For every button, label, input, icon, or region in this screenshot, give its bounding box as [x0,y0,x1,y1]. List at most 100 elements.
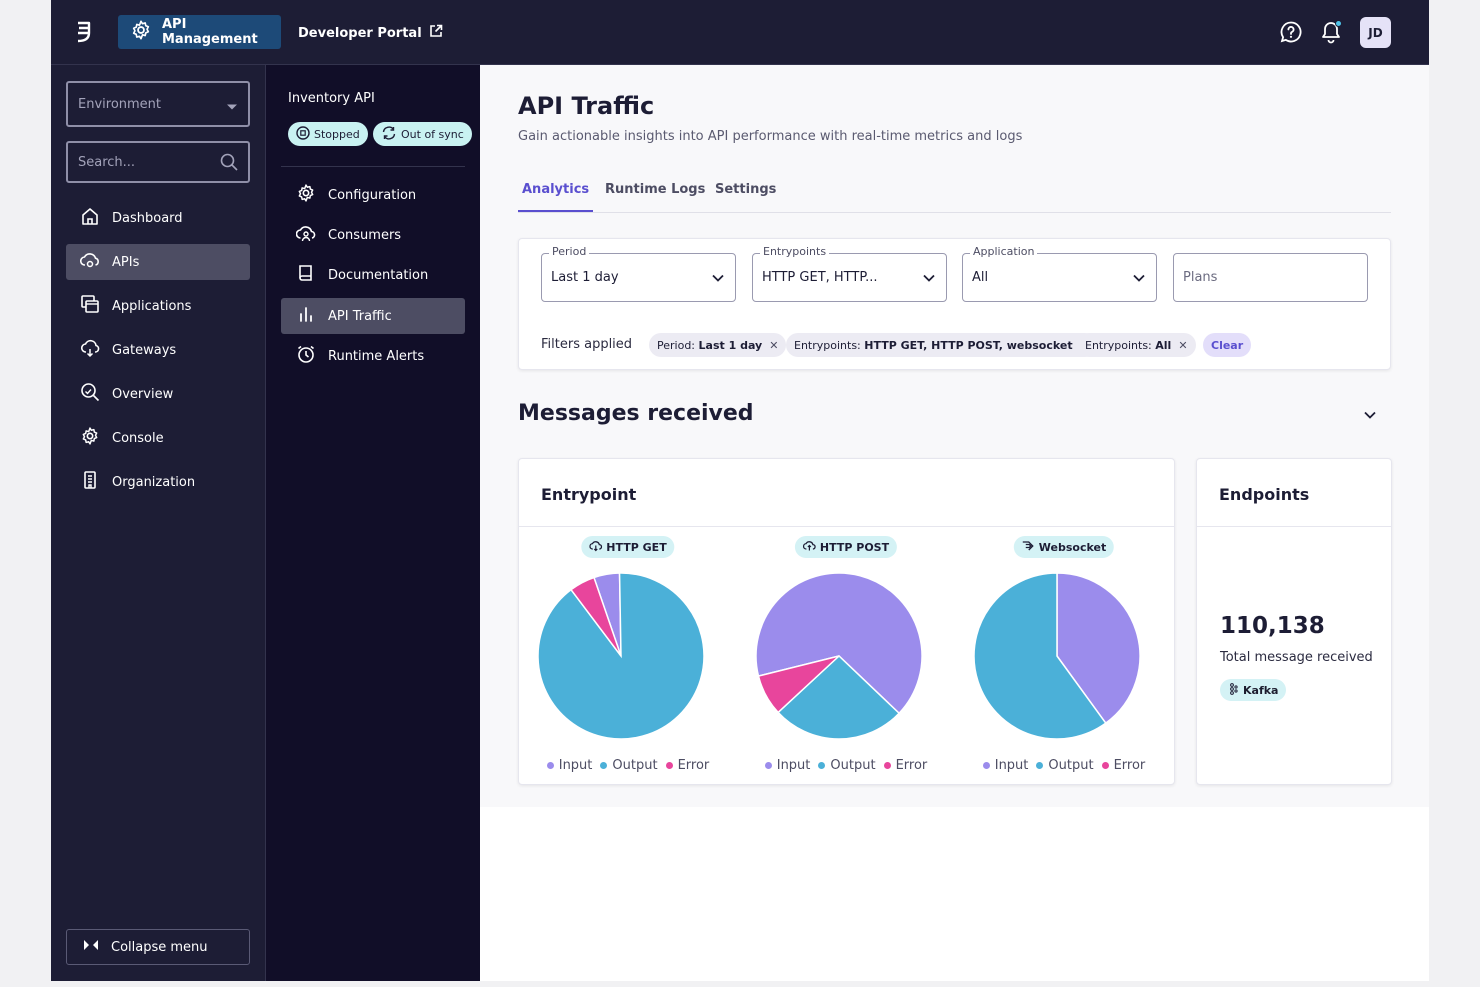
chip-key: Entrypoints: [1085,338,1152,352]
sidebar-item-console[interactable]: Console [66,420,250,456]
subnav-item-configuration[interactable]: Configuration [281,177,465,213]
legend-dot [665,762,673,769]
legend-dot [1101,762,1109,769]
total-messages-label: Total message received [1220,650,1373,665]
chevron-down-icon[interactable] [1362,407,1378,427]
plans-select[interactable]: Plans [1173,253,1368,302]
app-window: API Management Developer Portal JD Envir… [51,0,1429,981]
search-input[interactable]: Search... [66,141,250,183]
sidebar-item-label: Organization [112,474,196,490]
websocket-icon [1022,540,1039,555]
application-label: Application [970,245,1038,258]
endpoints-card: Endpoints 110,138 Total message received… [1196,458,1392,785]
filter-chip-period[interactable]: Period: Last 1 day ✕ [649,333,787,357]
legend-label: Input [994,758,1029,773]
sidebar-item-apis[interactable]: APIs [66,244,250,280]
legend-dot [883,762,891,769]
divider [1197,526,1391,527]
logo-icon[interactable] [73,20,95,44]
pie-slice-output[interactable] [973,572,1107,740]
subnav-item-runtime-alerts[interactable]: Runtime Alerts [281,338,465,374]
divider [519,526,1174,527]
tab-settings[interactable]: Settings [715,182,777,197]
sidebar-item-organization[interactable]: Organization [66,464,250,500]
pie-panel-http-get: HTTP GET Input Output Error [519,536,737,781]
apis-icon [79,250,112,274]
pie-slice-error[interactable] [569,576,622,657]
entrypoints-label: Entrypoints [760,245,830,258]
api-management-button[interactable]: API Management [118,15,281,49]
legend-item-error: Error [665,758,710,773]
sidebar-item-label: Overview [112,386,174,402]
sidebar-item-gateways[interactable]: Gateways [66,332,250,368]
pie-slice-input[interactable] [1056,572,1141,725]
sidebar-item-label: APIs [112,254,140,270]
legend-item-input: Input [764,758,810,773]
tab-bar: Analytics Runtime Logs Settings [518,177,1391,213]
legend-item-input: Input [546,758,592,773]
legend-item-input: Input [982,758,1029,773]
chip-value: Last 1 day [698,338,763,352]
sidebar-item-applications[interactable]: Applications [66,288,250,324]
pie-slice-error[interactable] [757,655,840,714]
gear-icon [296,183,328,207]
subnav-item-documentation[interactable]: Documentation [281,257,465,293]
period-label: Period [549,245,590,258]
subnav-item-consumers[interactable]: Consumers [281,217,465,253]
gateways-icon [80,338,112,362]
legend-dot [818,762,826,769]
clear-filters-button[interactable]: Clear [1203,333,1252,357]
sidebar-item-label: Applications [112,298,192,314]
collapse-menu-button[interactable]: Collapse menu [66,929,250,965]
subnav-item-label: API Traffic [328,308,392,324]
close-icon[interactable]: ✕ [1178,338,1188,352]
page-subtitle: Gain actionable insights into API perfor… [518,129,1023,144]
organization-icon [80,470,112,494]
period-select[interactable]: Period Last 1 day [541,245,736,302]
entrypoint-badge-http-get: HTTP GET [581,536,675,558]
bell-icon[interactable] [1317,18,1345,46]
period-value: Last 1 day [551,270,619,285]
pie-slice-input[interactable] [755,572,923,715]
subnav-item-label: Configuration [328,187,417,203]
subnav-item-label: Runtime Alerts [328,348,425,364]
tab-analytics[interactable]: Analytics [518,182,594,212]
application-select[interactable]: Application All [962,245,1157,302]
sidebar-item-overview[interactable]: Overview [66,376,250,412]
entrypoints-value: HTTP GET, HTTP... [762,270,878,285]
page-title: API Traffic [518,92,655,120]
api-management-label: API Management [162,17,258,47]
pie-slice-output[interactable] [777,654,901,740]
book-icon [296,263,328,287]
bar-chart-icon [296,304,328,328]
sidebar-item-dashboard[interactable]: Dashboard [66,200,250,236]
gear-icon [130,19,162,45]
legend-label: Output [612,758,658,773]
chip-key: Period: [657,338,696,352]
blank-area [480,807,1263,981]
pie-title: HTTP POST [819,540,890,554]
legend-dot [982,762,990,769]
help-icon[interactable] [1277,18,1305,46]
avatar[interactable]: JD [1360,17,1391,48]
divider [281,166,465,167]
subnav-item-api-traffic[interactable]: API Traffic [281,298,465,334]
filter-chip-entrypoints[interactable]: Entrypoints: HTTP GET, HTTP POST, websoc… [786,333,1097,357]
developer-portal-link[interactable]: Developer Portal [298,24,443,42]
filter-chip-entrypoints-all[interactable]: Entrypoints: All ✕ [1077,333,1196,357]
entrypoints-select[interactable]: Entrypoints HTTP GET, HTTP... [752,245,947,302]
filters-applied-label: Filters applied [541,337,633,352]
endpoints-card-title: Endpoints [1219,485,1310,504]
legend-label: Error [677,758,710,773]
environment-select[interactable]: Environment [66,81,250,127]
close-icon[interactable]: ✕ [769,338,779,352]
chevron-down-icon [712,274,724,282]
entrypoint-badge-http-post: HTTP POST [794,536,898,558]
tab-runtime-logs[interactable]: Runtime Logs [605,182,706,197]
sidebar-item-label: Dashboard [112,210,183,226]
legend-item-error: Error [883,758,928,773]
legend-item-error: Error [1101,758,1145,773]
chip-value: All [1155,338,1172,352]
legend-label: Output [830,758,876,773]
legend-label: Error [895,758,928,773]
